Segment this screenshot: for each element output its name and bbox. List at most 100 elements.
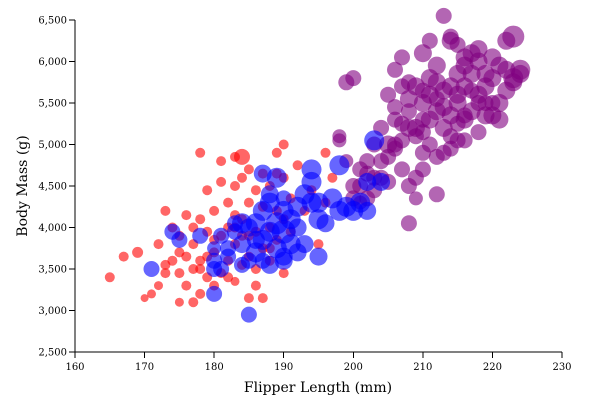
data-point (153, 239, 164, 250)
data-point (278, 139, 289, 150)
data-point (442, 128, 459, 145)
x-tick-label: 170 (135, 362, 154, 373)
data-point (399, 89, 418, 108)
data-point (428, 186, 445, 203)
data-point (456, 132, 473, 149)
y-tick-label: 6,000 (38, 57, 67, 68)
data-point (230, 181, 240, 191)
data-point (274, 247, 293, 266)
data-point (329, 155, 350, 176)
y-axis: 2,500 3,000 3,500 4,000 4,500 5,000 5,500 6,000… (38, 16, 76, 359)
data-point (132, 246, 144, 258)
data-point (327, 172, 338, 183)
data-point (502, 25, 525, 48)
y-tick-label: 5,500 (38, 99, 67, 110)
x-tick-label: 180 (205, 362, 224, 373)
x-tick-label: 190 (274, 362, 293, 373)
data-point (104, 272, 115, 283)
data-point (195, 214, 206, 225)
data-point (414, 161, 431, 178)
data-point (154, 281, 163, 291)
data-point (414, 111, 431, 128)
data-point (250, 185, 261, 196)
data-point (316, 214, 335, 233)
data-point (427, 73, 446, 92)
data-point (338, 74, 355, 91)
data-point (469, 40, 488, 59)
x-tick-label: 210 (413, 362, 432, 373)
data-point (364, 130, 385, 151)
data-point (435, 144, 452, 161)
y-tick-label: 4,000 (38, 223, 67, 234)
data-point (254, 252, 271, 269)
data-point (288, 218, 307, 237)
data-point (278, 268, 289, 279)
y-tick-label: 4,500 (38, 182, 67, 193)
data-point (195, 288, 206, 299)
data-point (449, 36, 466, 53)
data-point (213, 261, 230, 277)
data-point (358, 201, 377, 220)
data-point (271, 147, 282, 158)
data-point (275, 190, 292, 207)
data-point (477, 95, 494, 111)
data-point (207, 241, 222, 256)
data-point (140, 294, 149, 303)
data-point (414, 82, 431, 99)
y-axis-title: Body Mass (g) (15, 135, 31, 236)
data-point (160, 268, 171, 279)
data-point (160, 205, 171, 216)
data-point (213, 227, 230, 244)
data-point (233, 235, 251, 254)
data-point (400, 215, 417, 232)
data-point (292, 160, 303, 171)
data-point (216, 156, 227, 167)
y-tick-label: 5,000 (38, 140, 67, 151)
data-point (456, 107, 473, 124)
data-point (147, 289, 156, 299)
data-point (387, 136, 403, 153)
data-point (174, 268, 185, 279)
data-point (394, 49, 410, 66)
data-point (250, 280, 261, 291)
data-point (240, 306, 257, 323)
x-axis-title: Flipper Length (mm) (244, 380, 392, 396)
x-tick-label: 220 (483, 362, 502, 373)
data-point (260, 185, 279, 204)
data-point (313, 239, 324, 250)
data-point (320, 147, 331, 158)
data-point (216, 176, 227, 187)
data-point (387, 99, 403, 116)
data-point (380, 148, 397, 165)
data-point (234, 148, 250, 165)
data-point (181, 280, 192, 291)
data-point (358, 172, 377, 191)
y-tick-label: 3,000 (38, 306, 67, 317)
x-tick-label: 230 (552, 362, 571, 373)
series-group (143, 130, 391, 323)
data-point (220, 248, 237, 265)
data-point (332, 129, 347, 144)
data-point (202, 185, 213, 196)
data-point (394, 115, 410, 132)
data-point (414, 124, 431, 141)
y-tick-label: 6,500 (38, 16, 67, 27)
data-point (246, 230, 265, 249)
data-point (490, 110, 509, 129)
data-point (511, 64, 530, 83)
x-tick-label: 160 (65, 362, 84, 373)
data-point (301, 159, 322, 180)
y-tick-label: 2,500 (38, 348, 67, 359)
data-point (309, 247, 328, 266)
data-point (206, 285, 223, 302)
data-point (387, 61, 403, 78)
y-axis-ticks: 2,500 3,000 3,500 4,000 4,500 5,000 5,500 6,000… (38, 16, 75, 359)
data-point (171, 231, 188, 248)
data-point (380, 86, 397, 103)
data-point (181, 251, 192, 262)
data-point (394, 161, 410, 178)
data-point (421, 32, 438, 49)
data-point (243, 197, 254, 208)
data-point (421, 136, 438, 153)
